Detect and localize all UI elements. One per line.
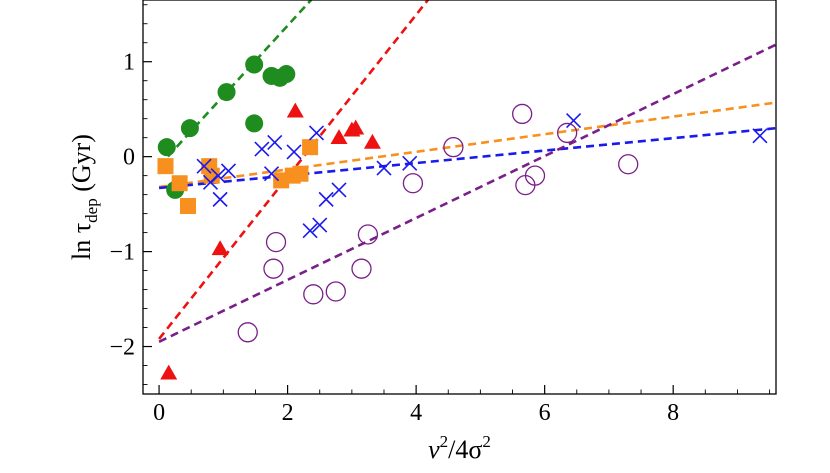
data-point-series-3-5 (254, 141, 270, 157)
data-point-series-1-2 (286, 102, 304, 118)
fit-line-series-1 (158, 0, 430, 340)
data-point-series-3-10 (308, 125, 325, 141)
data-point-series-1-1 (211, 240, 229, 256)
x-axis-label: v2/4σ2 (428, 432, 491, 464)
data-point-series-3-9 (302, 223, 318, 239)
data-point-series-1-0 (160, 364, 178, 380)
data-point-series-0-3 (217, 83, 236, 102)
data-point-series-2-8 (302, 139, 319, 156)
data-point-series-4-5 (351, 258, 372, 279)
fit-line-series-4 (158, 43, 776, 343)
data-point-series-3-8 (286, 144, 302, 160)
y-tick-label-3: 1 (123, 50, 135, 76)
data-point-series-2-2 (179, 198, 196, 215)
data-point-series-3-4 (220, 163, 237, 179)
data-point-series-2-0 (157, 158, 174, 175)
data-point-series-3-7 (267, 134, 283, 150)
data-point-series-3-3 (212, 191, 228, 207)
data-point-series-3-15 (402, 155, 418, 171)
x-tick-label-4: 8 (667, 400, 679, 426)
x-tick-label-2: 4 (410, 400, 422, 426)
data-point-series-4-2 (265, 231, 287, 253)
data-point-series-4-8 (443, 137, 464, 158)
data-point-series-4-9 (512, 103, 533, 125)
data-point-series-3-13 (331, 182, 347, 198)
data-point-series-0-8 (277, 65, 296, 84)
y-tick-label-0: −2 (109, 335, 135, 361)
data-point-series-4-12 (556, 122, 578, 144)
plot-marks (157, 0, 776, 380)
data-point-series-4-7 (402, 173, 424, 194)
data-point-series-3-0 (196, 158, 212, 174)
y-tick-label-2: 0 (123, 145, 135, 171)
data-point-series-3-17 (752, 128, 768, 144)
data-point-series-3-14 (376, 160, 392, 176)
data-point-series-1-3 (330, 129, 348, 145)
data-point-series-3-16 (566, 113, 582, 129)
data-point-series-4-6 (357, 224, 379, 245)
fit-line-series-0 (158, 0, 313, 168)
data-point-series-4-3 (303, 284, 324, 305)
data-point-series-3-11 (312, 217, 328, 233)
x-tick-label-3: 6 (539, 400, 551, 426)
data-point-series-0-0 (157, 138, 176, 157)
y-tick-label-1: −1 (109, 240, 135, 266)
data-point-series-4-11 (524, 165, 546, 186)
data-point-series-3-2 (210, 168, 226, 184)
data-point-series-3-12 (318, 191, 334, 207)
data-point-series-2-7 (292, 165, 309, 182)
data-point-series-1-6 (363, 133, 381, 149)
data-point-series-4-4 (325, 281, 346, 302)
x-tick-label-0: 0 (153, 400, 165, 426)
fit-line-series-3 (158, 126, 776, 190)
data-point-series-0-5 (245, 114, 264, 133)
data-point-series-4-1 (263, 258, 284, 279)
data-point-series-2-1 (171, 175, 188, 192)
data-point-series-4-0 (237, 322, 258, 343)
plot-frame (142, 0, 777, 395)
data-point-series-0-2 (180, 119, 199, 138)
axis-ticks: 0 2 4 6 8 −2 −1 0 1 (109, 4, 771, 426)
y-axis-label: ln τdep (Gyr) (67, 134, 101, 260)
data-point-series-1-5 (347, 119, 365, 135)
x-tick-label-1: 2 (282, 400, 294, 426)
data-point-series-3-6 (263, 166, 280, 182)
data-point-series-4-13 (618, 154, 639, 175)
data-point-series-0-4 (245, 55, 264, 74)
